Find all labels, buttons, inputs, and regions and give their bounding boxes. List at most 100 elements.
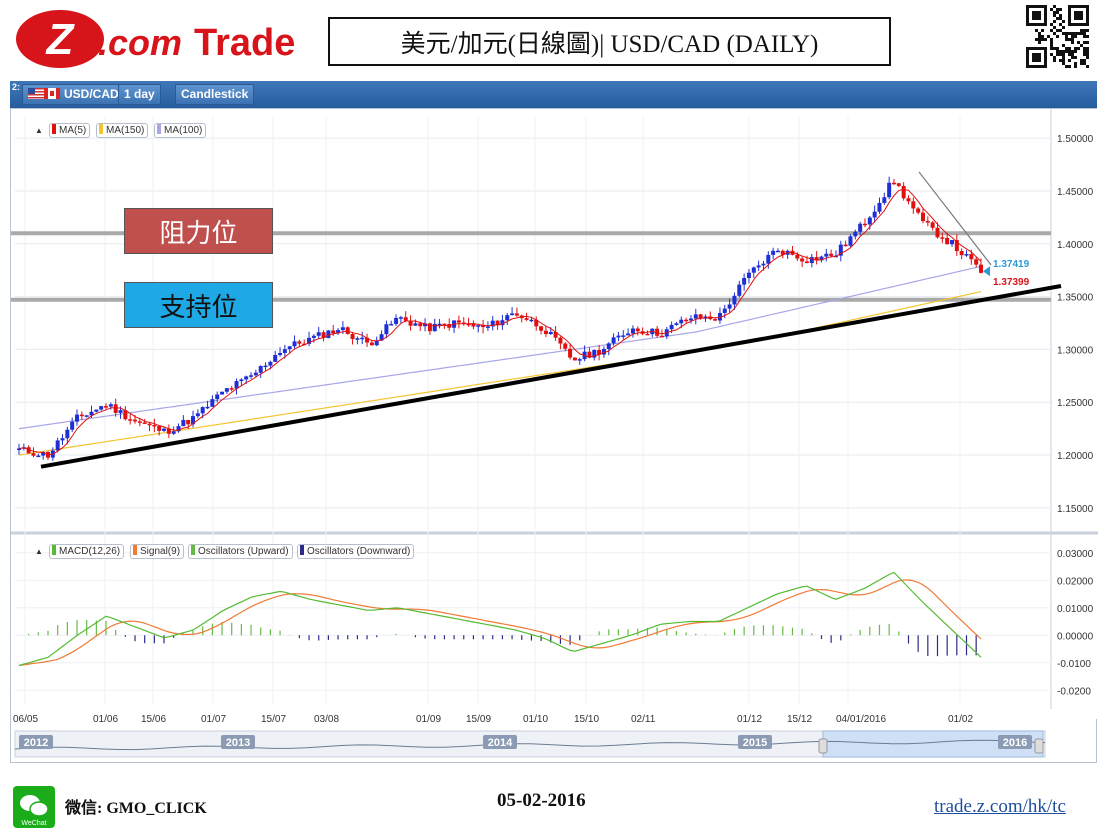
navigator-line	[14, 739, 1046, 751]
legend-osc-down[interactable]: Oscillators (Downward)	[297, 544, 415, 559]
x-tick-label: 04/01/2016	[836, 714, 886, 725]
candle-up	[60, 438, 65, 441]
candle-up	[964, 254, 969, 256]
price-chart-svg[interactable]: 1.50000 1.45000 1.40000 1.35000 1.30000 1.250…	[11, 109, 1098, 764]
candle-down	[829, 253, 834, 256]
candle-up	[253, 372, 258, 376]
candle-up	[118, 410, 123, 413]
x-tick-label: 01/07	[201, 714, 226, 725]
collapse-macd-legend-icon[interactable]: ▲	[35, 547, 43, 556]
candle-down	[645, 333, 650, 336]
legend-signal[interactable]: Signal(9)	[130, 544, 185, 559]
candle-up	[244, 376, 249, 380]
candle-up	[606, 343, 611, 350]
candle-up	[819, 256, 824, 261]
candle-up	[809, 257, 814, 264]
candle-down	[104, 406, 109, 408]
y-axis-area	[1051, 109, 1098, 719]
legend-macd[interactable]: MACD(12,26)	[49, 544, 125, 559]
legend-ma150[interactable]: MA(150)	[96, 123, 149, 138]
candle-down	[572, 357, 577, 361]
macd-line	[18, 571, 982, 667]
candle-down	[157, 426, 162, 431]
candle-up	[292, 341, 297, 347]
chart-area[interactable]: 1.50000 1.45000 1.40000 1.35000 1.30000 1.250…	[10, 108, 1098, 764]
chart-type-button[interactable]: Candlestick	[175, 84, 255, 105]
symbol-button[interactable]: USD/CAD	[22, 84, 125, 105]
candle-down	[587, 351, 592, 358]
legend-ma5[interactable]: MA(5)	[49, 123, 91, 138]
candle-up	[500, 320, 505, 326]
candle-down	[297, 341, 302, 344]
candle-up	[761, 263, 766, 266]
navigator-year-label: 2015	[743, 737, 767, 749]
canada-flag-icon	[44, 88, 60, 99]
candle-down	[331, 330, 336, 334]
candle-down	[543, 330, 548, 335]
candle-up	[626, 333, 631, 336]
x-tick-label: 02/11	[631, 714, 656, 725]
x-tick-label: 01/06	[93, 714, 118, 725]
candle-up	[99, 406, 104, 410]
candle-down	[539, 326, 544, 331]
candle-up	[621, 335, 626, 337]
candle-up	[872, 211, 877, 218]
panel-number: 2:	[12, 82, 21, 92]
collapse-legend-icon[interactable]: ▲	[35, 126, 43, 135]
candle-up	[176, 426, 181, 432]
resistance-label: 阻力位	[124, 208, 273, 254]
candle-down	[456, 320, 461, 323]
candle-down	[925, 221, 930, 223]
candle-up	[65, 429, 70, 439]
ma5-line	[18, 188, 982, 456]
navigator-year-tag	[483, 735, 517, 749]
candle-down	[979, 264, 983, 273]
candle-up	[867, 217, 872, 225]
candle-up	[389, 323, 394, 326]
wechat-icon[interactable]: WeChat	[13, 786, 55, 828]
candle-down	[597, 350, 602, 355]
website-link[interactable]: trade.z.com/hk/tc	[934, 796, 1066, 817]
y-tick-label: 1.50000	[1057, 134, 1094, 145]
macd-y-tick-label: 0.00000	[1057, 631, 1094, 642]
qr-code-icon	[1026, 5, 1089, 68]
candle-down	[896, 183, 901, 186]
candle-down	[442, 323, 447, 326]
candle-down	[321, 332, 326, 339]
legend-osc-up[interactable]: Oscillators (Upward)	[188, 544, 293, 559]
candle-up	[882, 197, 887, 203]
svg-text:Z: Z	[45, 15, 76, 64]
candle-up	[17, 448, 21, 451]
candle-up	[258, 366, 263, 373]
candle-down	[568, 348, 573, 358]
candle-up	[215, 394, 220, 400]
candle-down	[698, 314, 703, 319]
price-label-2: 1.37399	[993, 277, 1030, 288]
candle-up	[195, 413, 200, 417]
candle-down	[79, 414, 84, 417]
candle-down	[466, 323, 471, 326]
candle-down	[814, 257, 819, 261]
candle-down	[128, 419, 133, 421]
candle-up	[775, 250, 780, 253]
last-price-marker	[983, 266, 990, 277]
candle-up	[200, 407, 205, 414]
candle-up	[278, 352, 283, 355]
candle-up	[949, 240, 954, 245]
candle-up	[394, 317, 399, 324]
candle-up	[374, 340, 379, 346]
candle-down	[534, 319, 539, 327]
legend-ma100[interactable]: MA(100)	[154, 123, 207, 138]
candle-down	[166, 428, 171, 434]
candle-up	[505, 315, 510, 321]
candle-down	[655, 328, 660, 336]
candle-up	[181, 419, 186, 427]
candle-up	[210, 399, 215, 407]
candle-down	[563, 343, 568, 349]
chart-toolbar: 2: USD/CAD 1 day Candlestick	[10, 81, 1097, 108]
y-tick-label: 1.25000	[1057, 398, 1094, 409]
period-button[interactable]: 1 day	[118, 84, 161, 105]
candle-up	[108, 404, 113, 407]
navigator-year-label: 2012	[24, 737, 48, 749]
downtrend-line	[918, 171, 992, 266]
